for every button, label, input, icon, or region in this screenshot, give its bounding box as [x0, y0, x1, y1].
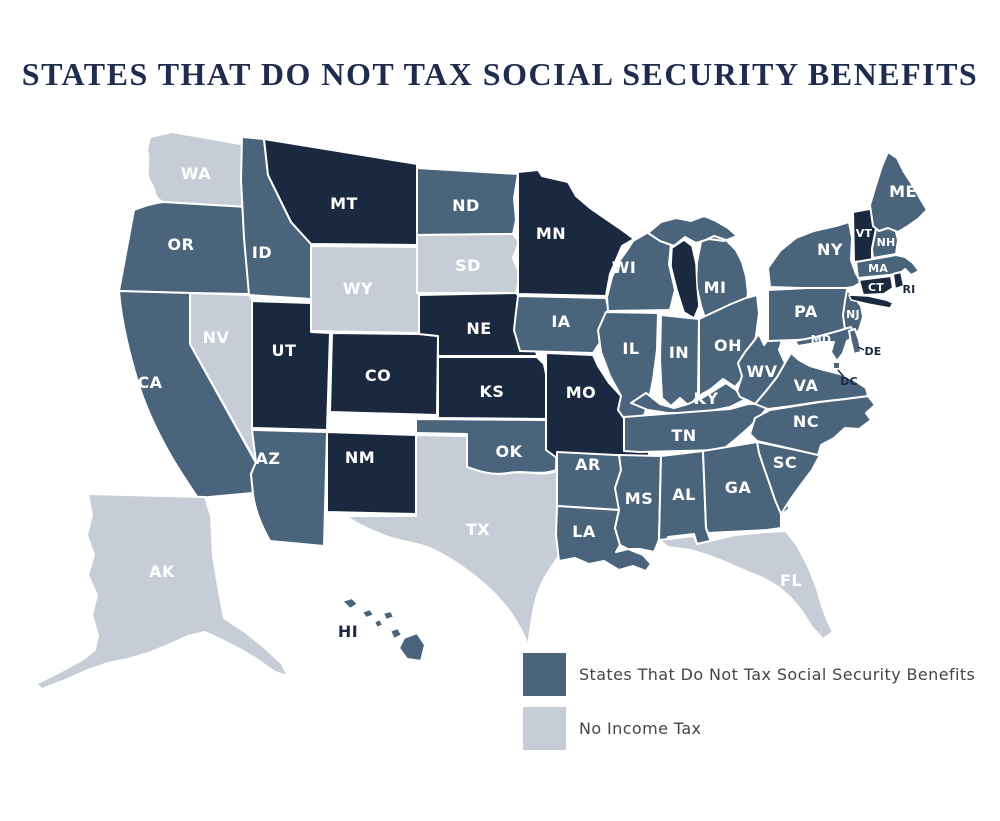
- lake-michigan: [670, 239, 700, 319]
- legend: States That Do Not Tax Social Security B…: [523, 653, 975, 761]
- state-dc: [832, 361, 841, 370]
- state-label-md: MD: [811, 333, 831, 346]
- state-ct: [858, 275, 894, 296]
- state-ny: [767, 221, 863, 289]
- state-me: [869, 151, 928, 233]
- state-label-ct: CT: [868, 281, 884, 294]
- state-label-ia: IA: [551, 312, 570, 331]
- state-label-in: IN: [669, 343, 689, 362]
- state-label-va: VA: [794, 376, 819, 395]
- legend-swatch-not-taxed: [523, 653, 566, 696]
- state-label-il: IL: [622, 339, 639, 358]
- state-mt: [263, 138, 418, 246]
- state-label-sd: SD: [455, 256, 481, 275]
- state-label-fl: FL: [780, 571, 802, 590]
- state-label-ms: MS: [625, 489, 653, 508]
- state-label-pa: PA: [794, 302, 818, 321]
- states-layer: [35, 131, 928, 690]
- state-label-ar: AR: [575, 455, 601, 474]
- page-title: STATES THAT DO NOT TAX SOCIAL SECURITY B…: [21, 56, 979, 92]
- state-label-wa: WA: [181, 164, 211, 183]
- state-label-mn: MN: [536, 224, 566, 243]
- state-label-ne: NE: [466, 319, 491, 338]
- state-label-wv: WV: [746, 362, 777, 381]
- state-label-ks: KS: [480, 382, 505, 401]
- state-label-nv: NV: [203, 328, 230, 347]
- legend-item-no-income-tax: No Income Tax: [523, 707, 975, 750]
- state-ma: [855, 254, 920, 279]
- state-label-nm: NM: [345, 448, 375, 467]
- state-label-co: CO: [365, 366, 391, 385]
- state-label-ut: UT: [272, 341, 297, 360]
- state-sd: [416, 233, 521, 294]
- state-label-la: LA: [572, 522, 596, 541]
- state-ri: [892, 271, 905, 290]
- state-label-tx: TX: [466, 520, 490, 539]
- state-label-ak: AK: [149, 562, 175, 581]
- callout-lines: [837, 346, 865, 378]
- state-label-az: AZ: [256, 449, 281, 468]
- state-label-hi: HI: [338, 622, 358, 641]
- state-md: [794, 326, 856, 362]
- state-ak: [35, 493, 289, 690]
- state-label-nh: NH: [877, 236, 896, 249]
- state-de: [848, 328, 862, 355]
- legend-label-not-taxed: States That Do Not Tax Social Security B…: [579, 665, 976, 684]
- state-sc: [756, 441, 821, 515]
- state-label-ky: KY: [694, 389, 719, 408]
- state-label-ok: OK: [496, 442, 523, 461]
- state-fl: [658, 530, 834, 640]
- state-tx: [345, 434, 568, 647]
- state-label-wi: WI: [612, 258, 637, 277]
- de-pointer-line: [857, 346, 865, 351]
- state-hi: [341, 597, 426, 662]
- state-label-me: ME: [889, 182, 917, 201]
- state-nm: [326, 431, 417, 515]
- state-label-nc: NC: [793, 412, 819, 431]
- state-label-nd: ND: [452, 196, 480, 215]
- state-label-ri: RI: [903, 283, 916, 296]
- legend-item-not-taxed: States That Do Not Tax Social Security B…: [523, 653, 975, 696]
- state-label-mo: MO: [566, 383, 597, 402]
- labels-layer: WA OR CA NV ID MT WY UT CO AZ NM ND SD N…: [137, 164, 916, 641]
- state-label-or: OR: [168, 235, 195, 254]
- state-label-ga: GA: [725, 478, 752, 497]
- state-label-id: ID: [252, 243, 272, 262]
- state-label-de: DE: [864, 345, 881, 358]
- state-label-tn: TN: [671, 426, 696, 445]
- legend-swatch-no-income-tax: [523, 707, 566, 750]
- state-label-ma: MA: [868, 262, 888, 275]
- dc-pointer-line: [837, 369, 845, 378]
- state-tn: [623, 403, 769, 453]
- state-label-wy: WY: [343, 279, 373, 298]
- legend-label-no-income-tax: No Income Tax: [579, 719, 702, 738]
- long-island: [848, 294, 894, 309]
- state-label-ny: NY: [817, 240, 843, 259]
- state-label-mt: MT: [330, 194, 358, 213]
- state-label-nj: NJ: [846, 308, 860, 321]
- state-az: [250, 429, 328, 547]
- state-label-mi: MI: [704, 278, 727, 297]
- state-mn: [517, 169, 635, 297]
- state-label-dc: DC: [840, 375, 858, 388]
- state-label-sc: SC: [773, 453, 797, 472]
- state-label-vt: VT: [856, 227, 873, 240]
- state-label-al: AL: [672, 485, 696, 504]
- water-layer: [670, 239, 894, 319]
- state-label-oh: OH: [714, 336, 742, 355]
- state-ut: [251, 300, 331, 431]
- state-label-ca: CA: [137, 373, 162, 392]
